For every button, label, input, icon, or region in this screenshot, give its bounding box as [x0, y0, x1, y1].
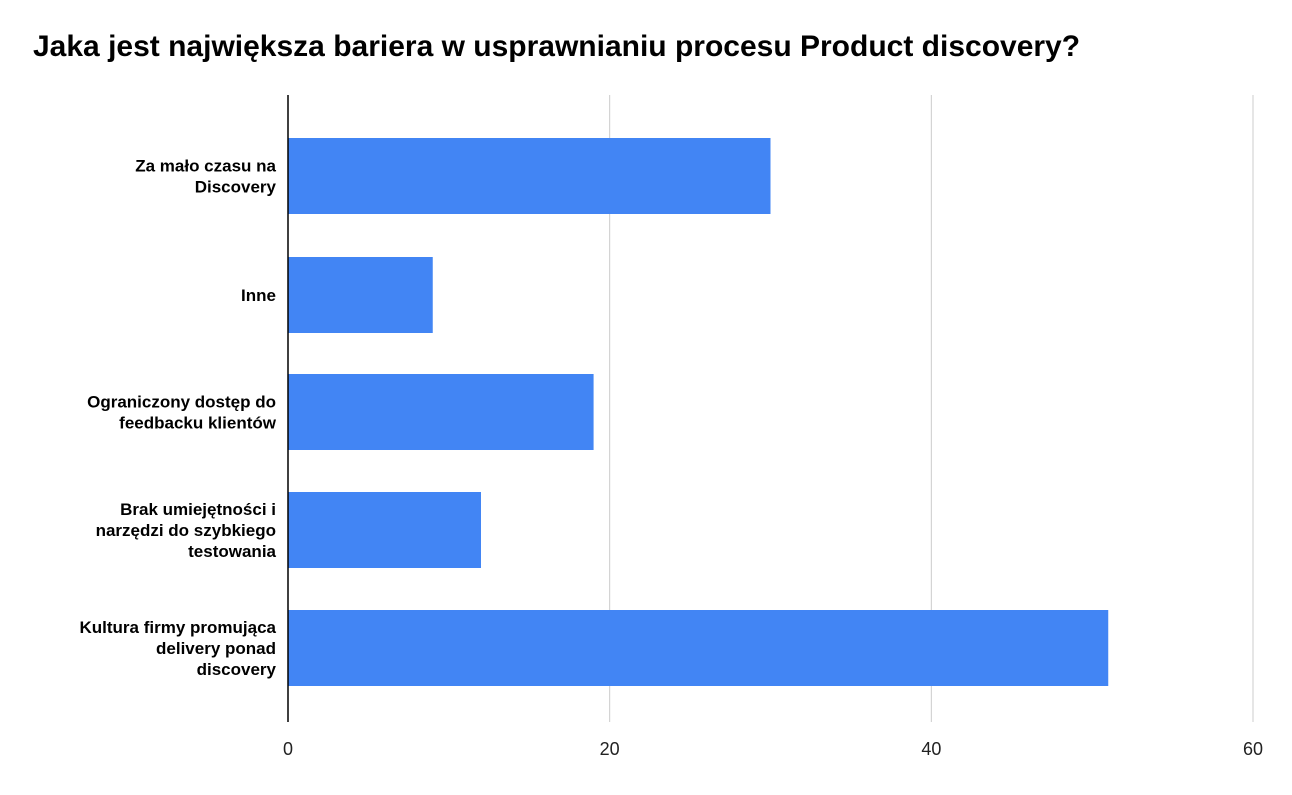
tick-labels: 0 20 40 60 — [283, 739, 1263, 759]
category-label: Kultura firmy promująca delivery ponad dis… — [80, 618, 277, 679]
bar — [288, 257, 433, 333]
x-tick-label: 0 — [283, 739, 293, 759]
chart-title: Jaka jest największa bariera w usprawnia… — [33, 30, 1081, 63]
bars — [288, 138, 1109, 686]
category-label: Za mało czasu na Discovery — [135, 157, 276, 197]
bar — [288, 138, 771, 214]
x-tick-label: 40 — [921, 739, 941, 759]
category-label: Inne — [241, 286, 276, 305]
category-labels: Za mało czasu na Discovery Inne Ograniczony… — [80, 157, 277, 680]
bar — [288, 492, 481, 568]
category-label: Ograniczony dostęp do feedbacku klientów — [87, 393, 277, 433]
bar — [288, 610, 1109, 686]
category-label: Brak umiejętności i narzędzi do szybkiego… — [96, 500, 277, 561]
bar — [288, 374, 594, 450]
x-tick-label: 20 — [600, 739, 620, 759]
x-tick-label: 60 — [1243, 739, 1263, 759]
